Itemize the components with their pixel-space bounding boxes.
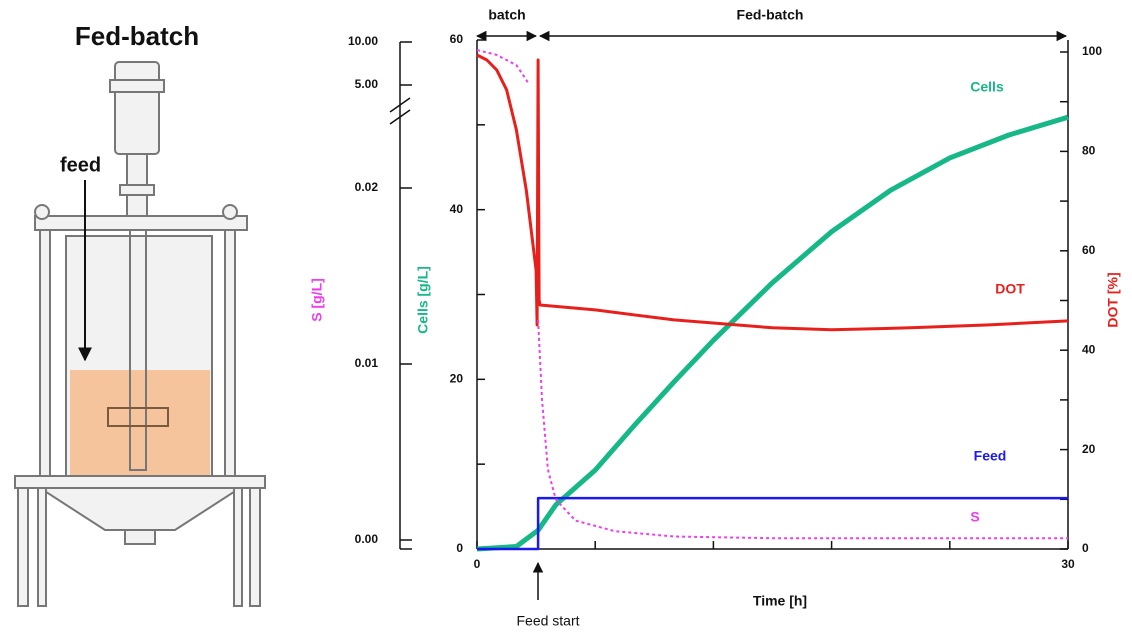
bioreactor-drawing: Fed-batch feed xyxy=(14,21,266,607)
x-tick-label: 30 xyxy=(1061,557,1075,571)
y2-tick-label: 60 xyxy=(1082,243,1096,257)
y2-tick-label: 40 xyxy=(1082,342,1096,356)
series-label: S xyxy=(970,509,979,525)
illustration-title: Fed-batch xyxy=(75,21,199,51)
y2-axis-title: DOT [%] xyxy=(1105,272,1121,327)
y-tick-label: 60 xyxy=(450,32,464,46)
phase-label: batch xyxy=(488,7,525,23)
y-tick-label: 0 xyxy=(456,541,463,555)
series-line xyxy=(476,114,1069,552)
series-line xyxy=(476,49,1068,540)
y-axis-title: Cells [g/L] xyxy=(415,266,431,334)
series-line xyxy=(476,53,1069,332)
s-axis-title: S [g/L] xyxy=(309,278,325,322)
series-line xyxy=(477,496,1068,551)
liquid xyxy=(70,370,210,476)
series-label: Cells xyxy=(970,79,1004,95)
s-tick-label: 10.00 xyxy=(348,34,378,48)
feed-start-annotation: Feed start xyxy=(516,613,579,629)
y-tick-label: 20 xyxy=(450,372,464,386)
phase-label: Fed-batch xyxy=(737,7,804,23)
feed-label: feed xyxy=(60,154,101,176)
x-axis-title: Time [h] xyxy=(753,593,807,609)
chart-frame xyxy=(389,30,1069,600)
s-tick-label: 0.02 xyxy=(355,180,379,194)
y-tick-label: 40 xyxy=(450,202,464,216)
y2-tick-label: 80 xyxy=(1082,144,1096,158)
y2-tick-label: 100 xyxy=(1082,44,1102,58)
y2-tick-label: 0 xyxy=(1082,541,1089,555)
y2-tick-label: 20 xyxy=(1082,442,1096,456)
series-label: DOT xyxy=(995,281,1025,297)
s-tick-label: 5.00 xyxy=(355,77,379,91)
s-tick-label: 0.01 xyxy=(355,356,379,370)
s-tick-label: 0.00 xyxy=(355,532,379,546)
x-tick-label: 0 xyxy=(474,557,481,571)
series-label: Feed xyxy=(974,448,1007,464)
